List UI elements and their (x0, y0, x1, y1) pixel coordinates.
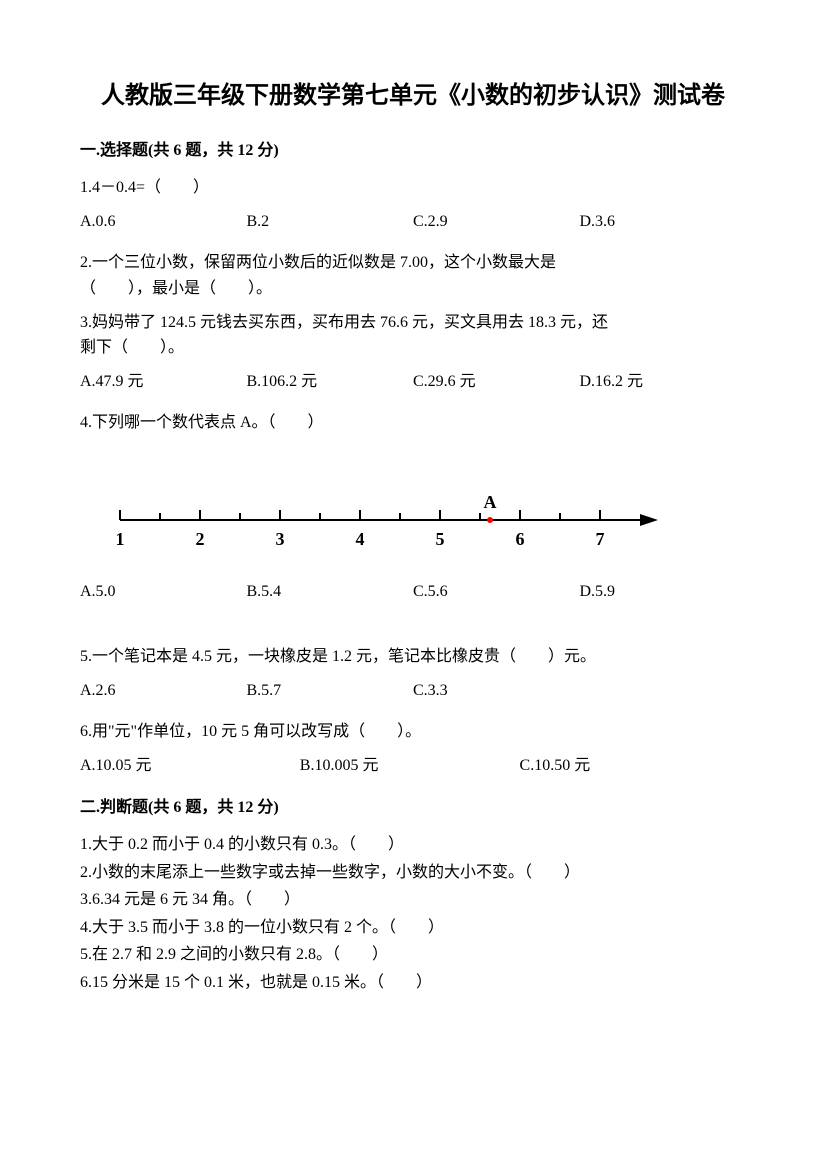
question-3-line2: 剩下（ ）。 (80, 335, 746, 361)
question-2: 2.一个三位小数，保留两位小数后的近似数是 7.00，这个小数最大是 （ ），最… (80, 250, 746, 301)
question-6-options: A.10.05 元 B.10.005 元 C.10.50 元 (80, 753, 746, 779)
svg-text:1: 1 (116, 529, 125, 549)
judge-list: 1.大于 0.2 而小于 0.4 的小数只有 0.3。（ ） 2.小数的末尾添上… (80, 832, 746, 996)
question-2-line2: （ ），最小是（ ）。 (80, 276, 746, 302)
question-6-text: 6.用"元"作单位，10 元 5 角可以改写成（ ）。 (80, 719, 746, 745)
section-2-header: 二.判断题(共 6 题，共 12 分) (80, 795, 746, 821)
q3-opt-a: A.47.9 元 (80, 369, 247, 395)
q3-opt-d: D.16.2 元 (580, 369, 747, 395)
q1-opt-d: D.3.6 (580, 209, 747, 235)
question-2-line1: 2.一个三位小数，保留两位小数后的近似数是 7.00，这个小数最大是 (80, 250, 746, 276)
svg-text:6: 6 (516, 529, 525, 549)
question-5-text: 5.一个笔记本是 4.5 元，一块橡皮是 1.2 元，笔记本比橡皮贵（ ）元。 (80, 644, 746, 670)
judge-item-2: 2.小数的末尾添上一些数字或去掉一些数字，小数的大小不变。（ ） (80, 860, 746, 886)
question-5: 5.一个笔记本是 4.5 元，一块橡皮是 1.2 元，笔记本比橡皮贵（ ）元。 … (80, 644, 746, 703)
q4-opt-b: B.5.4 (247, 579, 414, 605)
svg-text:2: 2 (196, 529, 205, 549)
question-4-options: A.5.0 B.5.4 C.5.6 D.5.9 (80, 579, 746, 605)
question-5-options: A.2.6 B.5.7 C.3.3 . (80, 678, 746, 704)
q4-opt-d: D.5.9 (580, 579, 747, 605)
question-1-text: 1.4－0.4=（ ） (80, 175, 746, 201)
question-4: 4.下列哪一个数代表点 A。（ ） 1 2 3 4 5 6 7 A A.5.0 B.5.4 C… (80, 410, 746, 604)
q1-opt-a: A.0.6 (80, 209, 247, 235)
q5-opt-a: A.2.6 (80, 678, 247, 704)
judge-item-1: 1.大于 0.2 而小于 0.4 的小数只有 0.3。（ ） (80, 832, 746, 858)
judge-item-6: 6.15 分米是 15 个 0.1 米，也就是 0.15 米。（ ） (80, 970, 746, 996)
q1-opt-b: B.2 (247, 209, 414, 235)
q5-opt-c: C.3.3 (413, 678, 580, 704)
question-6: 6.用"元"作单位，10 元 5 角可以改写成（ ）。 A.10.05 元 B.… (80, 719, 746, 778)
q4-opt-c: C.5.6 (413, 579, 580, 605)
svg-text:7: 7 (596, 529, 605, 549)
svg-text:5: 5 (436, 529, 445, 549)
q5-opt-b: B.5.7 (247, 678, 414, 704)
judge-item-5: 5.在 2.7 和 2.9 之间的小数只有 2.8。（ ） (80, 942, 746, 968)
q6-opt-b: B.10.005 元 (300, 753, 520, 779)
section-1-header: 一.选择题(共 6 题，共 12 分) (80, 138, 746, 164)
question-3: 3.妈妈带了 124.5 元钱去买东西，买布用去 76.6 元，买文具用去 18… (80, 310, 746, 395)
page-title: 人教版三年级下册数学第七单元《小数的初步认识》测试卷 (80, 80, 746, 114)
svg-text:A: A (484, 492, 497, 512)
q4-opt-a: A.5.0 (80, 579, 247, 605)
question-3-line1: 3.妈妈带了 124.5 元钱去买东西，买布用去 76.6 元，买文具用去 18… (80, 310, 746, 336)
judge-item-3: 3.6.34 元是 6 元 34 角。（ ） (80, 887, 746, 913)
question-1: 1.4－0.4=（ ） A.0.6 B.2 C.2.9 D.3.6 (80, 175, 746, 234)
q3-opt-b: B.106.2 元 (247, 369, 414, 395)
judge-item-4: 4.大于 3.5 而小于 3.8 的一位小数只有 2 个。（ ） (80, 915, 746, 941)
q6-opt-c: C.10.50 元 (520, 753, 740, 779)
q6-opt-a: A.10.05 元 (80, 753, 300, 779)
number-line-svg: 1 2 3 4 5 6 7 A (100, 480, 660, 550)
question-3-options: A.47.9 元 B.106.2 元 C.29.6 元 D.16.2 元 (80, 369, 746, 395)
number-line-diagram: 1 2 3 4 5 6 7 A (100, 480, 746, 559)
svg-text:3: 3 (276, 529, 285, 549)
q3-opt-c: C.29.6 元 (413, 369, 580, 395)
svg-text:4: 4 (356, 529, 365, 549)
question-4-text: 4.下列哪一个数代表点 A。（ ） (80, 410, 746, 436)
q1-opt-c: C.2.9 (413, 209, 580, 235)
question-1-options: A.0.6 B.2 C.2.9 D.3.6 (80, 209, 746, 235)
